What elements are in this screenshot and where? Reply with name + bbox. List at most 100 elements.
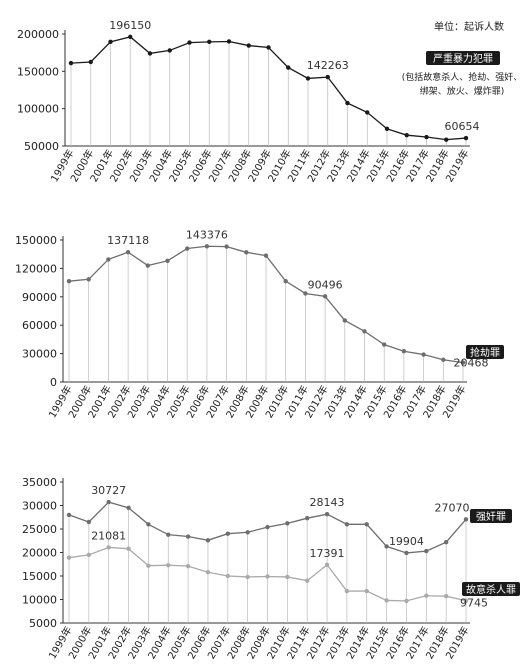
data-point-2-1-12 xyxy=(305,578,310,583)
data-point-0-0-6 xyxy=(187,40,192,45)
data-point-2-1-18 xyxy=(424,593,429,598)
data-label: 20468 xyxy=(454,357,489,370)
y-tick-label: 20000 xyxy=(22,547,57,560)
data-point-0-0-7 xyxy=(207,39,212,45)
legend-note: (包括故意杀人、抢劫、强奸、绑架、放火、爆炸罪) xyxy=(402,71,523,97)
data-point-2-1-11 xyxy=(285,574,290,580)
data-point-2-0-14 xyxy=(344,522,350,527)
y-tick-label: 90000 xyxy=(22,291,57,304)
data-point-2-1-15 xyxy=(364,588,369,594)
data-point-2-0-18 xyxy=(424,548,429,554)
data-point-1-0-0 xyxy=(66,278,72,284)
data-point-2-1-4 xyxy=(146,563,151,568)
data-point-0-0-8 xyxy=(226,39,232,44)
data-point-2-1-8 xyxy=(225,573,230,579)
data-point-2-1-6 xyxy=(185,563,191,569)
y-tick-label: 30000 xyxy=(22,500,57,513)
data-point-0-0-20 xyxy=(463,135,469,141)
legend-label: 抢劫罪 xyxy=(470,346,500,359)
data-point-1-0-16 xyxy=(382,342,387,347)
data-label: 9745 xyxy=(460,597,488,610)
data-label: 27070 xyxy=(435,501,470,514)
data-point-2-1-13 xyxy=(324,562,330,567)
y-tick-label: 150000 xyxy=(17,65,59,78)
y-tick-label: 50000 xyxy=(24,140,59,153)
data-point-2-0-11 xyxy=(285,521,290,526)
data-point-1-0-14 xyxy=(342,318,347,323)
data-point-1-0-1 xyxy=(86,277,91,282)
data-point-1-0-13 xyxy=(322,294,328,299)
data-point-2-1-16 xyxy=(384,598,389,603)
data-point-1-0-11 xyxy=(283,278,288,284)
data-point-1-0-8 xyxy=(224,244,229,249)
data-point-0-0-17 xyxy=(404,132,409,138)
data-label: 60654 xyxy=(445,120,480,133)
data-point-2-0-0 xyxy=(66,512,72,518)
data-point-2-1-1 xyxy=(86,552,92,558)
y-tick-label: 35000 xyxy=(22,476,57,489)
data-point-2-0-1 xyxy=(86,519,92,525)
data-point-2-0-2 xyxy=(106,499,111,505)
data-point-2-0-10 xyxy=(265,524,270,530)
data-point-2-1-5 xyxy=(166,562,171,568)
data-point-0-0-5 xyxy=(167,48,172,53)
data-point-2-0-8 xyxy=(225,531,230,536)
y-tick-label: 120000 xyxy=(15,262,57,275)
data-point-1-0-3 xyxy=(125,249,131,255)
data-label: 143376 xyxy=(186,228,228,241)
data-point-0-0-9 xyxy=(246,43,251,48)
data-point-0-0-1 xyxy=(88,59,93,65)
data-point-2-0-3 xyxy=(126,505,131,511)
data-point-1-0-20 xyxy=(460,360,466,365)
data-point-0-0-16 xyxy=(384,126,390,132)
data-point-2-0-4 xyxy=(146,522,151,527)
y-tick-label: 30000 xyxy=(22,348,57,361)
data-point-0-0-19 xyxy=(444,137,449,142)
legend-tag-0-0 xyxy=(426,51,500,65)
data-label: 196150 xyxy=(109,19,151,32)
data-point-0-0-4 xyxy=(147,51,153,56)
y-tick-label: 200000 xyxy=(17,28,59,41)
data-label: 137118 xyxy=(107,234,149,247)
data-point-2-0-9 xyxy=(245,530,250,535)
data-point-1-0-18 xyxy=(421,352,426,357)
data-point-0-0-0 xyxy=(68,60,74,66)
data-point-0-0-14 xyxy=(345,100,350,106)
data-label: 17391 xyxy=(310,547,345,560)
data-point-1-0-19 xyxy=(441,357,446,362)
data-point-1-0-4 xyxy=(145,263,150,268)
y-tick-label: 10000 xyxy=(22,594,57,607)
data-point-0-0-18 xyxy=(424,134,429,140)
legend-tag-1-0 xyxy=(466,345,504,359)
data-label: 21081 xyxy=(91,529,126,542)
data-point-2-0-19 xyxy=(443,539,449,545)
y-tick-label: 100000 xyxy=(17,103,59,116)
data-point-1-0-7 xyxy=(204,244,210,249)
y-tick-label: 5000 xyxy=(29,617,57,630)
data-point-2-1-20 xyxy=(463,598,469,603)
data-point-1-0-5 xyxy=(165,258,170,264)
data-point-1-0-12 xyxy=(303,291,308,296)
data-point-0-0-13 xyxy=(325,74,330,80)
data-point-1-0-15 xyxy=(362,329,367,334)
data-label: 142263 xyxy=(307,59,349,72)
y-tick-label: 25000 xyxy=(22,523,57,536)
data-point-2-1-17 xyxy=(404,598,409,604)
data-point-2-0-12 xyxy=(305,515,310,521)
y-tick-label: 0 xyxy=(50,376,57,389)
data-point-2-0-5 xyxy=(166,532,171,537)
data-point-2-1-3 xyxy=(126,546,131,551)
data-point-0-0-11 xyxy=(286,65,291,70)
data-point-0-0-3 xyxy=(128,34,133,40)
data-point-2-1-2 xyxy=(106,545,111,550)
data-point-2-1-9 xyxy=(245,574,250,580)
data-point-1-0-2 xyxy=(106,257,111,262)
legend-label: 故意杀人罪 xyxy=(466,583,516,596)
y-tick-label: 15000 xyxy=(22,570,57,583)
y-tick-label: 150000 xyxy=(15,234,57,247)
data-point-2-0-7 xyxy=(205,538,211,543)
data-point-1-0-17 xyxy=(401,349,407,354)
data-point-2-0-6 xyxy=(185,534,191,539)
data-point-2-1-19 xyxy=(443,594,449,599)
